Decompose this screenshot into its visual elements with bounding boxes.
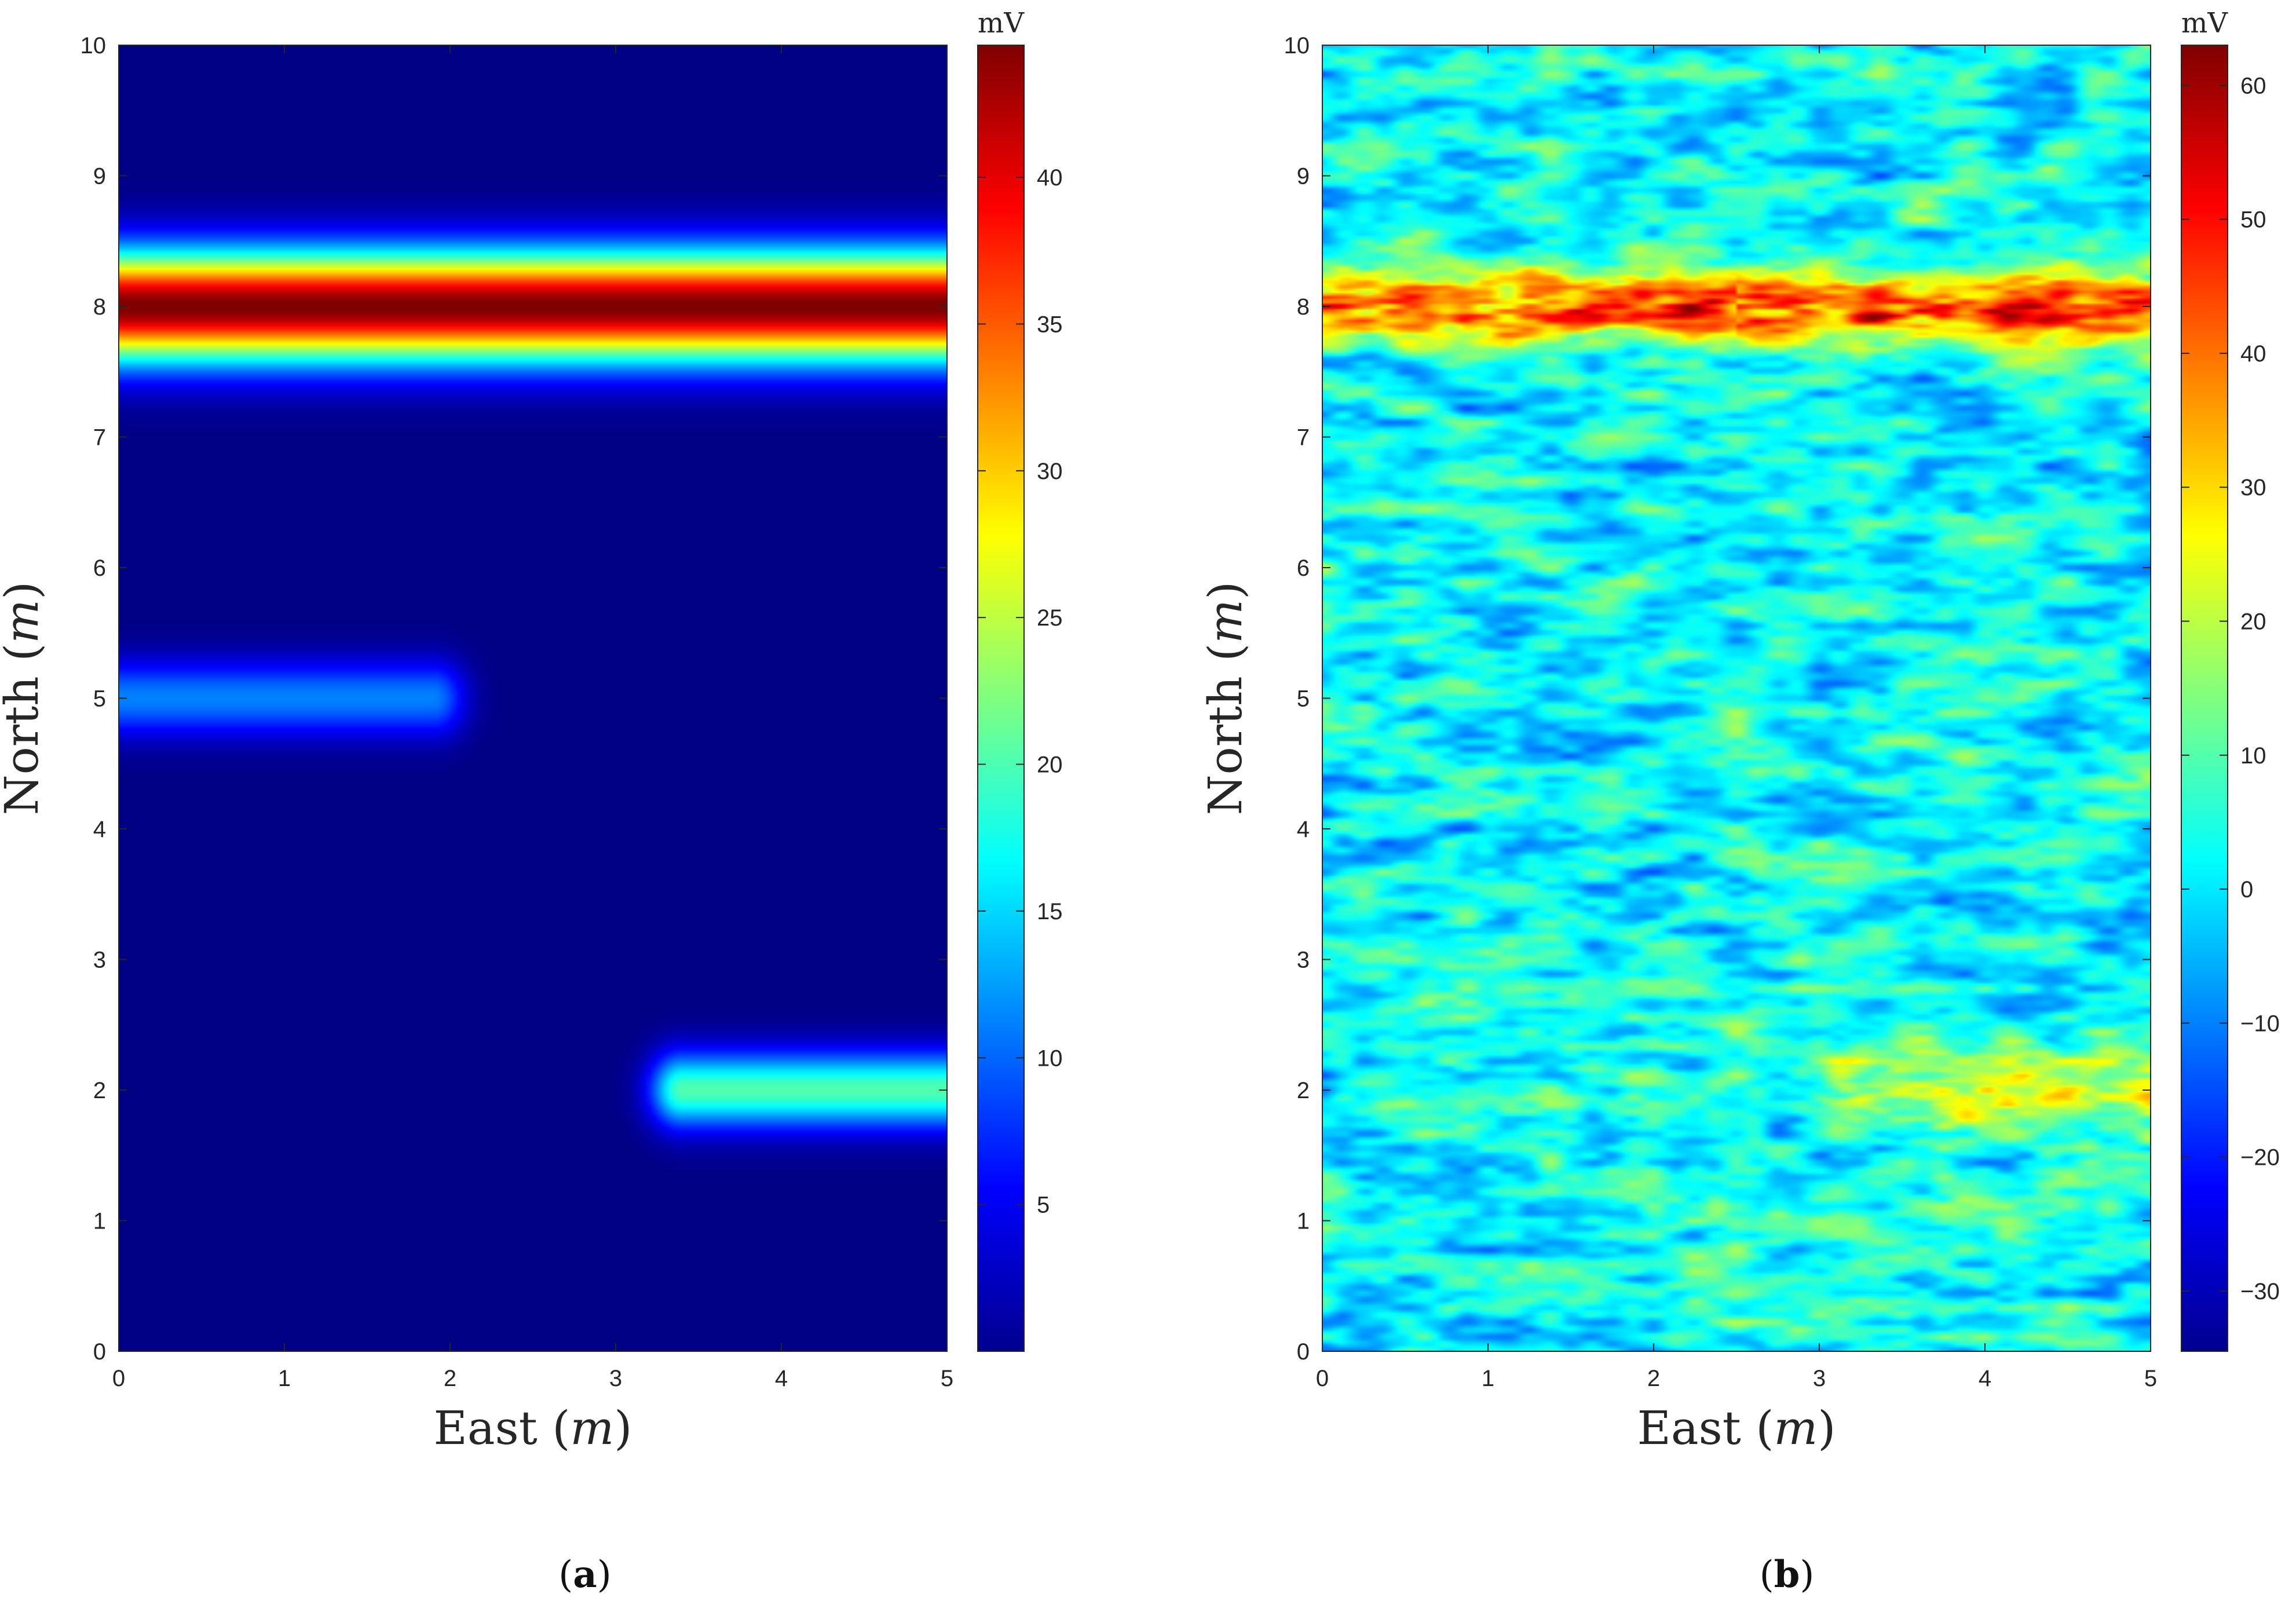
colorbar-tick-label: 30 xyxy=(2240,475,2266,500)
y-tick-label: 2 xyxy=(93,1078,106,1103)
colorbar-tick-label: −20 xyxy=(2240,1145,2280,1171)
y-tick-label: 9 xyxy=(1297,164,1310,189)
colorbar-tick-label: 35 xyxy=(1037,312,1063,337)
colorbar-tick-label: 0 xyxy=(2240,877,2253,902)
y-tick-label: 8 xyxy=(93,294,106,320)
y-tick-label: 8 xyxy=(1297,294,1310,320)
y-tick-label: 4 xyxy=(1297,817,1310,842)
colorbar-tick-label: 50 xyxy=(2240,207,2266,233)
x-tick-label: 1 xyxy=(1482,1366,1494,1391)
x-tick-label: 4 xyxy=(775,1366,788,1391)
heatmap-b xyxy=(1322,45,2151,1351)
y-tick-label: 0 xyxy=(93,1339,106,1365)
y-tick-label: 6 xyxy=(93,555,106,581)
y-tick-label: 10 xyxy=(1284,33,1310,59)
x-tick-label: 5 xyxy=(2144,1366,2157,1391)
heatmap-a xyxy=(119,45,947,1351)
y-tick-label: 9 xyxy=(93,164,106,189)
colorbar-tick-label: 20 xyxy=(1037,752,1063,778)
colorbar-tick-label: 5 xyxy=(1037,1193,1050,1218)
y-axis-label-a: North (m) xyxy=(0,582,49,816)
colorbar-tick-label: 20 xyxy=(2240,609,2266,635)
x-axis-label-a: East (m) xyxy=(433,1401,632,1455)
colorbar-ticks-b: −30 −20 −10 0 10 20 30 40 50 60 xyxy=(2181,73,2280,1304)
colorbar-tick-label: 40 xyxy=(1037,165,1063,191)
x-tick-label: 1 xyxy=(278,1366,291,1391)
colorbar-a xyxy=(977,45,1025,1352)
y-tick-label: 7 xyxy=(1297,425,1310,451)
y-axis-label-b: North (m) xyxy=(1198,582,1252,816)
y-tick-label: 6 xyxy=(1297,555,1310,581)
colorbar-tick-label: 60 xyxy=(2240,73,2266,98)
y-tick-label: 10 xyxy=(81,33,107,59)
colorbar-tick-label: 10 xyxy=(1037,1045,1063,1071)
y-tick-label: 5 xyxy=(1297,686,1310,712)
colorbar-b xyxy=(2181,45,2228,1352)
x-tick-label: 0 xyxy=(112,1366,125,1391)
colorbar-ticks-a: 5 10 15 20 25 30 35 40 xyxy=(978,165,1063,1218)
x-tick-label: 3 xyxy=(609,1366,622,1391)
axes-a: 0 1 2 3 4 5 0 1 2 3 4 5 6 7 8 9 10 xyxy=(81,33,954,1391)
y-tick-label: 3 xyxy=(1297,948,1310,973)
colorbar-tick-label: 25 xyxy=(1037,605,1063,631)
y-tick-label: 1 xyxy=(1297,1209,1310,1234)
y-tick-label: 7 xyxy=(93,425,106,451)
x-tick-label: 0 xyxy=(1316,1366,1329,1391)
y-tick-label: 5 xyxy=(93,686,106,712)
colorbar-tick-label: 15 xyxy=(1037,899,1063,924)
x-axis-label-b: East (m) xyxy=(1637,1401,1836,1455)
colorbar-tick-label: 10 xyxy=(2240,743,2266,769)
y-tick-label: 0 xyxy=(1297,1339,1310,1365)
x-tick-label: 4 xyxy=(1979,1366,1991,1391)
y-tick-label: 1 xyxy=(93,1209,106,1234)
colorbar-unit-b: mV xyxy=(2181,7,2229,39)
colorbar-tick-label: 40 xyxy=(2240,341,2266,367)
colorbar-tick-label: 30 xyxy=(1037,459,1063,484)
y-tick-label: 3 xyxy=(93,948,106,973)
panel-label-a: (a) xyxy=(558,1553,611,1596)
x-tick-label: 5 xyxy=(941,1366,953,1391)
panel-label-b: (b) xyxy=(1760,1553,1815,1596)
axes-b: 0 1 2 3 4 5 0 1 2 3 4 5 6 7 8 9 10 xyxy=(1284,33,2158,1391)
colorbar-unit-a: mV xyxy=(978,7,1025,39)
y-tick-label: 2 xyxy=(1297,1078,1310,1103)
x-tick-label: 2 xyxy=(1647,1366,1660,1391)
x-tick-label: 3 xyxy=(1813,1366,1826,1391)
panel-a: 0 1 2 3 4 5 0 1 2 3 4 5 6 7 8 9 10 East (m) North (m) 5 1… xyxy=(0,7,1063,1596)
colorbar-tick-label: −30 xyxy=(2240,1279,2280,1304)
colorbar-tick-label: −10 xyxy=(2240,1011,2280,1036)
y-tick-label: 4 xyxy=(93,817,106,842)
x-tick-label: 2 xyxy=(444,1366,456,1391)
